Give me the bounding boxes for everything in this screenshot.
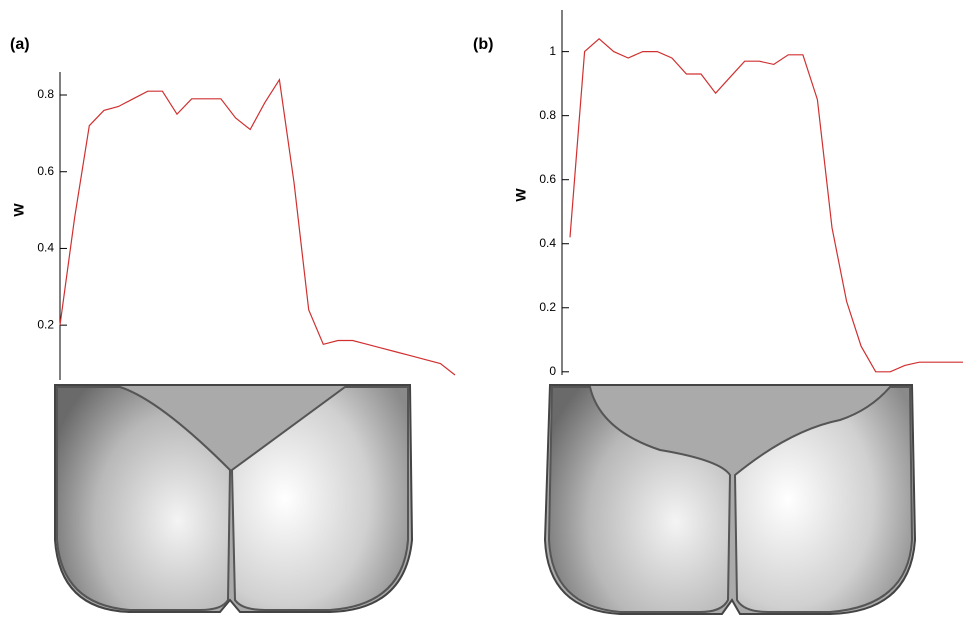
y-tick-label: 0.4 <box>539 236 556 250</box>
y-tick-label: 0.2 <box>539 300 556 314</box>
y-axis-label: W <box>513 188 529 202</box>
data-line <box>569 38 963 373</box>
y-tick-label: 0.2 <box>37 317 54 331</box>
y-tick-label: 0 <box>549 364 556 378</box>
valve-render-a <box>54 384 414 613</box>
y-tick-label: 0.8 <box>37 87 54 101</box>
y-tick-label: 0.8 <box>539 108 556 122</box>
data-line <box>59 78 456 376</box>
y-tick-label: 0.6 <box>539 172 556 186</box>
y-tick-label: 1 <box>549 44 556 58</box>
y-axis-label: W <box>11 203 27 217</box>
panel-label: (b) <box>473 36 493 53</box>
y-tick-label: 0.4 <box>37 241 54 255</box>
y-tick-label: 0.6 <box>37 164 54 178</box>
panel-label: (a) <box>10 36 30 53</box>
valve-render-b <box>543 384 917 615</box>
